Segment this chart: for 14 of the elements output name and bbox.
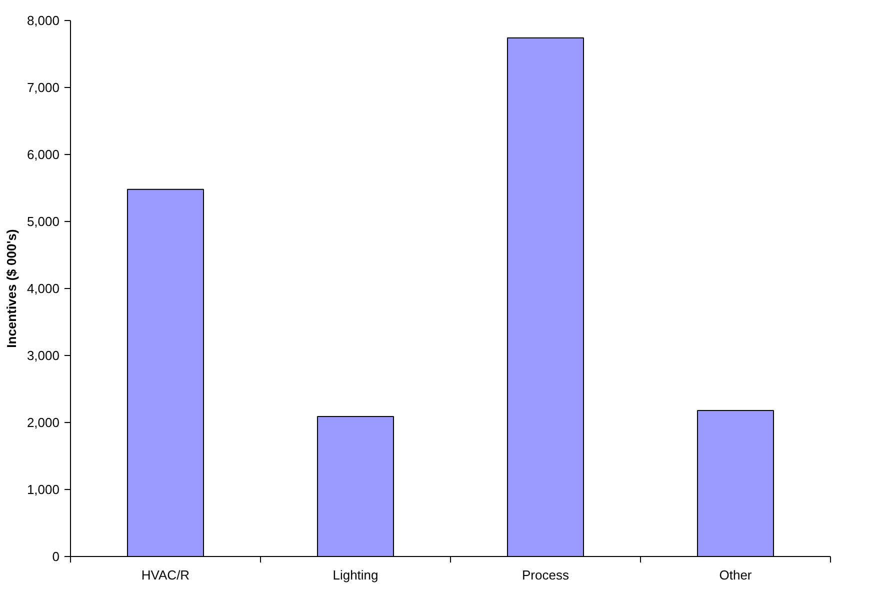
y-tick-label: 6,000 bbox=[26, 147, 60, 162]
x-tick-label: Lighting bbox=[332, 568, 378, 582]
x-tick-label: Process bbox=[522, 568, 570, 582]
y-tick-label: 4,000 bbox=[26, 281, 60, 296]
y-tick-label: 1,000 bbox=[26, 482, 60, 497]
y-tick-label: 3,000 bbox=[26, 348, 60, 363]
x-tick-label: Other bbox=[719, 568, 752, 582]
y-tick-label: 5,000 bbox=[26, 214, 60, 229]
x-tick-label: HVAC/R bbox=[141, 568, 190, 582]
y-tick-label: 8,000 bbox=[26, 13, 60, 28]
y-tick-label: 0 bbox=[52, 549, 60, 564]
y-axis-title: Incentives ($ 000's) bbox=[4, 229, 19, 348]
y-tick-label: 2,000 bbox=[26, 415, 60, 430]
y-tick-label: 7,000 bbox=[26, 80, 60, 95]
